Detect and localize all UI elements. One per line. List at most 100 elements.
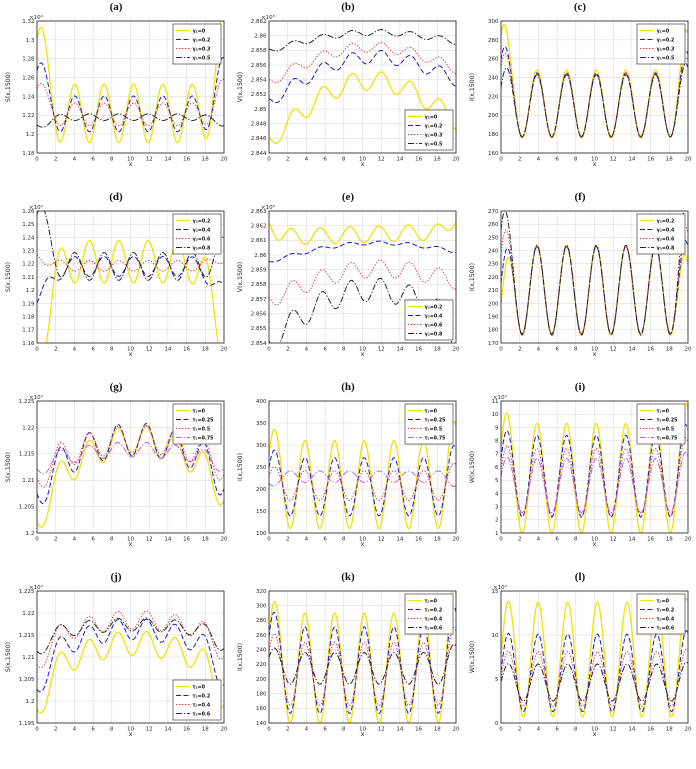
x-axis-label: x <box>129 350 133 358</box>
svg-text:14: 14 <box>628 537 635 543</box>
y-axis-exponent: ×10⁵ <box>261 204 275 211</box>
tick-labels: 0 2 4 6 8 10 12 14 16 18 20 2.854 2.855 2.856 2.857 2.8… <box>251 209 460 353</box>
svg-text:200: 200 <box>256 487 267 493</box>
tick-labels: 0 2 4 6 8 10 12 14 16 18 20 1.16 1.17 1.18 1.19 1.2 1.21… <box>22 209 228 353</box>
svg-text:2: 2 <box>518 347 522 353</box>
series-line-τ₁=0.5 <box>37 425 224 488</box>
svg-text:1.24: 1.24 <box>22 94 35 100</box>
svg-text:4: 4 <box>305 347 309 353</box>
x-axis-label: x <box>129 730 133 738</box>
svg-text:1.32: 1.32 <box>22 19 34 25</box>
legend-label: τ₂=0 <box>425 598 438 604</box>
plot-border <box>36 210 225 344</box>
tick-labels: 0 2 4 6 8 10 12 14 16 18 20 140 160 180 200 220 240 260 28… <box>256 589 460 733</box>
svg-text:0: 0 <box>35 727 39 733</box>
subplot-a: (a) 0 2 4 6 8 10 12 14 16 18 20 1.18 1.2 1.22 1.24 1.26… <box>0 0 232 190</box>
legend-label: τ₂=0.6 <box>193 711 211 717</box>
svg-text:20: 20 <box>453 347 460 353</box>
svg-text:10: 10 <box>492 633 499 639</box>
svg-text:12: 12 <box>610 157 617 163</box>
svg-text:9: 9 <box>495 425 499 431</box>
chart-canvas: 0 2 4 6 8 10 12 14 16 18 20 1.195 1.2 1.205 1.21 1.215 1… <box>5 584 228 738</box>
legend: γ₁=0 γ₁=0.2 γ₁=0.3 γ₁=0.5 <box>172 23 222 65</box>
subplot-title: (e) <box>341 191 355 203</box>
svg-text:2.844: 2.844 <box>251 151 267 157</box>
plot-border <box>268 590 457 724</box>
series-line-γ₁=0.5 <box>269 29 456 52</box>
svg-text:2.862: 2.862 <box>251 19 267 25</box>
legend-label: γ₁=0.3 <box>425 132 443 138</box>
y-axis-exponent: ×10⁴ <box>29 204 44 211</box>
y-axis-label: S(x,1500) <box>5 262 12 292</box>
series-line-τ₁=0.5 <box>269 462 456 501</box>
svg-text:16: 16 <box>647 347 654 353</box>
plot-border <box>36 20 225 154</box>
legend-label: γ₂=0.6 <box>657 236 676 242</box>
chart-canvas: 0 2 4 6 8 10 12 14 16 18 20 1.18 1.2 1.22 1.24 1.26 1.28… <box>5 14 228 168</box>
svg-text:4: 4 <box>73 347 77 353</box>
svg-text:4: 4 <box>73 727 77 733</box>
subplot-title: (f) <box>574 191 586 203</box>
svg-text:10: 10 <box>359 727 366 733</box>
chart-canvas: 0 2 4 6 8 10 12 14 16 18 20 2.854 2.855 2.856 2.857 2.8… <box>237 204 460 358</box>
legend: γ₁=0 γ₁=0.2 γ₁=0.3 γ₁=0.5 <box>404 109 454 151</box>
svg-text:16: 16 <box>183 537 190 543</box>
y-axis-label: S(x,1500) <box>5 642 12 672</box>
svg-text:2.861: 2.861 <box>251 238 267 244</box>
svg-text:15: 15 <box>492 589 499 595</box>
subplot-d: (d) 0 2 4 6 8 10 12 14 16 18 20 1.16 1.17 1.18 1.19 1.2… <box>0 190 232 380</box>
y-axis-label: I(x,1500) <box>469 263 476 291</box>
svg-text:16: 16 <box>415 157 422 163</box>
svg-text:8: 8 <box>574 157 578 163</box>
tick-labels: 0 2 4 6 8 10 12 14 16 18 20 100 150 200 250 300 350 400 <box>256 399 460 543</box>
svg-text:0: 0 <box>35 537 39 543</box>
y-axis-exponent: ×10⁴ <box>29 584 44 591</box>
plot-border <box>36 590 225 724</box>
y-axis-exponent: ×10⁴ <box>29 14 44 21</box>
svg-text:2: 2 <box>54 537 58 543</box>
svg-text:240: 240 <box>488 75 499 81</box>
svg-text:300: 300 <box>488 19 499 25</box>
legend: τ₁=0 τ₁=0.25 τ₁=0.5 τ₁=0.75 <box>172 403 222 445</box>
svg-text:1.17: 1.17 <box>22 328 35 334</box>
series-line-γ₁=0.3 <box>37 78 224 127</box>
plot-border <box>36 400 225 534</box>
legend: γ₂=0.2 γ₂=0.4 γ₂=0.6 γ₂=0.8 <box>404 299 454 341</box>
legend: τ₂=0 τ₂=0.2 τ₂=0.4 τ₂=0.6 <box>636 593 686 635</box>
plot-border <box>268 400 457 534</box>
svg-text:0: 0 <box>499 347 503 353</box>
svg-text:2: 2 <box>54 727 58 733</box>
svg-text:14: 14 <box>396 537 403 543</box>
legend-label: τ₁=0.75 <box>425 435 446 441</box>
svg-text:2.857: 2.857 <box>251 297 267 303</box>
svg-text:180: 180 <box>488 132 499 138</box>
svg-text:4: 4 <box>305 157 309 163</box>
svg-text:4: 4 <box>537 727 541 733</box>
svg-text:6: 6 <box>555 347 559 353</box>
svg-text:10: 10 <box>359 537 366 543</box>
svg-text:8: 8 <box>110 347 114 353</box>
svg-text:1.22: 1.22 <box>22 425 34 431</box>
legend-label: γ₁=0.2 <box>193 37 211 43</box>
series-line-γ₁=0.2 <box>37 57 224 133</box>
svg-text:0: 0 <box>267 537 271 543</box>
plot-border <box>268 20 457 154</box>
series-line-γ₂=0.8 <box>269 277 453 343</box>
svg-text:6: 6 <box>323 727 327 733</box>
svg-text:10: 10 <box>359 157 366 163</box>
svg-text:0: 0 <box>267 157 271 163</box>
svg-text:1.18: 1.18 <box>22 151 35 157</box>
svg-text:200: 200 <box>488 301 499 307</box>
series-line-τ₂=0.2 <box>37 618 224 693</box>
svg-text:1.21: 1.21 <box>22 655 34 661</box>
legend: τ₁=0 τ₁=0.25 τ₁=0.5 τ₁=0.75 <box>404 403 454 445</box>
legend-label: γ₂=0.4 <box>193 227 212 233</box>
series-line-γ₁=0.2 <box>269 49 456 104</box>
svg-text:16: 16 <box>647 727 654 733</box>
chart-canvas: 0 2 4 6 8 10 12 14 16 18 201234567891011×10⁴W(x,15… <box>469 394 692 548</box>
svg-text:0: 0 <box>499 727 503 733</box>
svg-text:18: 18 <box>666 157 673 163</box>
series-line-τ₂=0.2 <box>269 606 456 715</box>
tick-labels: 0 2 4 6 8 10 12 14 16 18 20 1.2 1.205 1.21 1.215 1.22 1.… <box>19 399 228 543</box>
svg-text:190: 190 <box>488 315 499 321</box>
